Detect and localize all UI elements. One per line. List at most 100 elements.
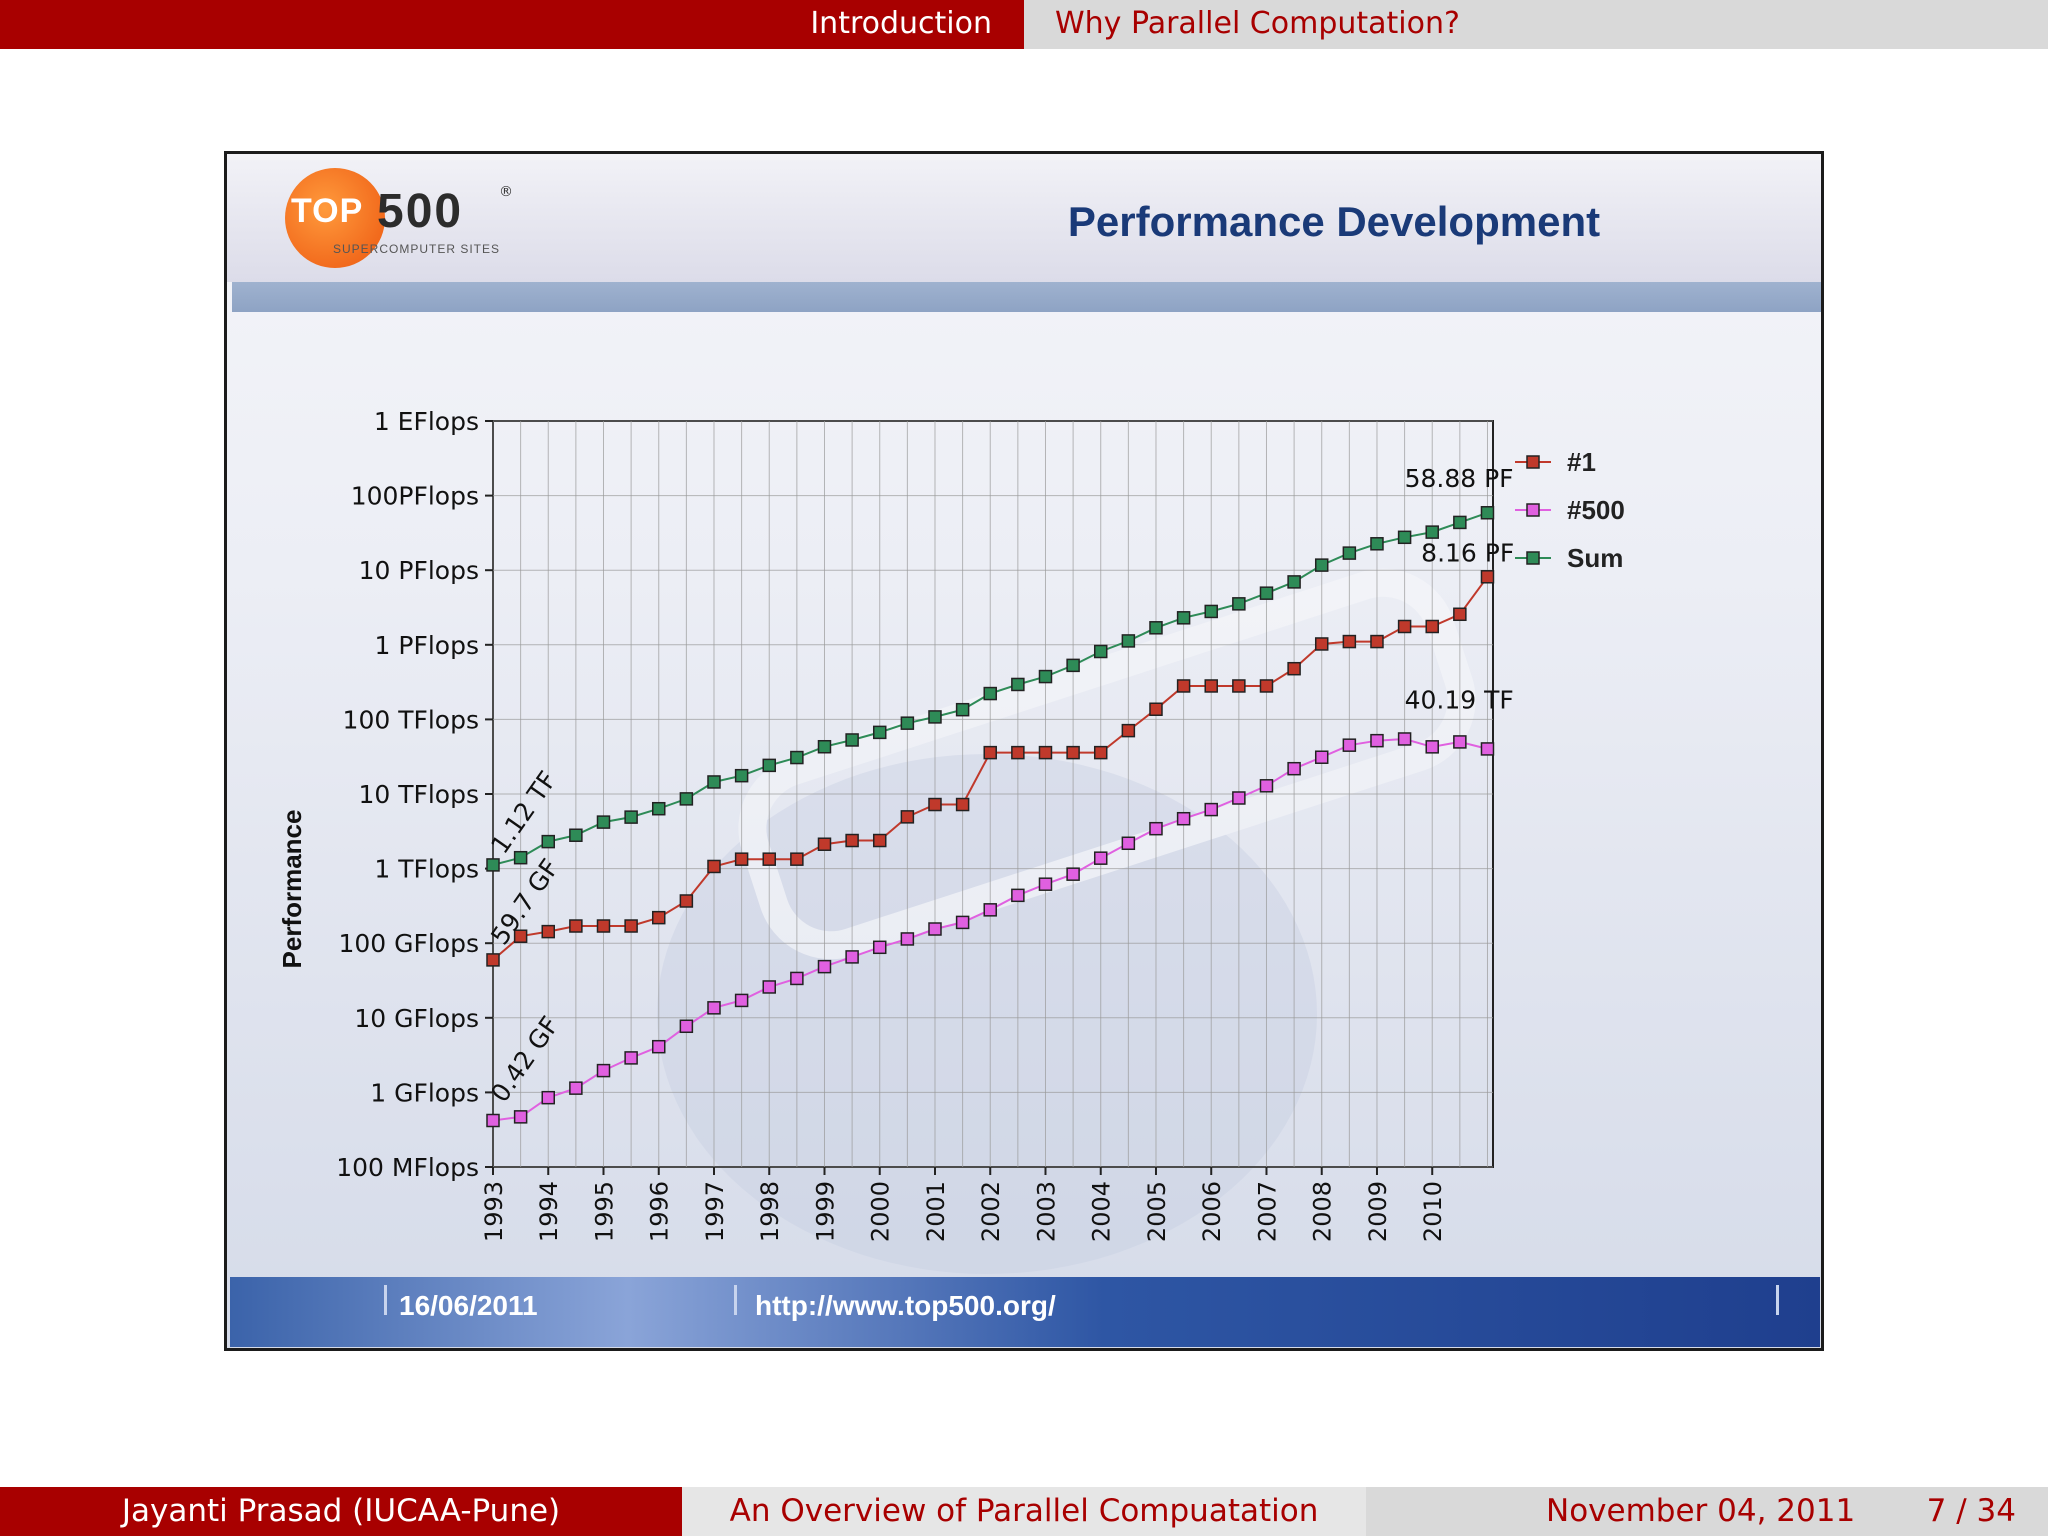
data-point-n500 xyxy=(486,1113,500,1128)
data-point-n500 xyxy=(1480,742,1495,756)
footer-author: Jayanti Prasad (IUCAA-Pune) xyxy=(0,1487,682,1536)
data-point-n500 xyxy=(569,1081,583,1095)
legend-label-sum: Sum xyxy=(1567,543,1623,573)
y-tick-label: 100 MFlops xyxy=(336,1153,479,1182)
data-point-n500 xyxy=(1149,821,1163,836)
header-subsection[interactable]: Why Parallel Computation? xyxy=(1055,6,1460,41)
y-tick-label: 100 TFlops xyxy=(343,705,479,734)
data-point-sum xyxy=(955,702,970,717)
data-point-sum xyxy=(679,792,694,806)
data-point-n500 xyxy=(1397,732,1412,746)
data-point-n1 xyxy=(1453,607,1467,622)
data-point-n500 xyxy=(1425,740,1439,754)
data-point-sum xyxy=(1314,558,1329,572)
footer-page-number: 7 / 34 xyxy=(1926,1493,2016,1529)
data-point-sum xyxy=(569,828,583,842)
x-tick-label: 2003 xyxy=(1032,1181,1060,1242)
data-point-sum xyxy=(1011,677,1025,692)
data-point-n1 xyxy=(1121,723,1136,738)
y-tick-label: 1 GFlops xyxy=(370,1078,479,1107)
data-point-n1 xyxy=(1204,679,1218,693)
data-point-n1 xyxy=(1038,745,1053,760)
data-point-sum xyxy=(1342,546,1357,560)
logo-500-text: 500 xyxy=(377,185,464,238)
data-point-n500 xyxy=(1093,851,1108,865)
chart-title: Performance Development xyxy=(1067,198,1601,245)
y-tick-label: 1 TFlops xyxy=(374,855,479,884)
data-point-n1 xyxy=(983,745,997,760)
y-tick-label: 1 PFlops xyxy=(375,631,479,660)
data-point-sum xyxy=(1038,669,1053,684)
y-tick-label: 10 GFlops xyxy=(354,1004,479,1033)
data-point-n1 xyxy=(872,833,887,848)
data-point-sum xyxy=(1176,611,1191,625)
data-point-n1 xyxy=(707,859,721,874)
data-point-n500 xyxy=(817,959,832,974)
banner-divider xyxy=(384,1285,387,1315)
data-point-sum xyxy=(486,858,500,872)
data-point-n1 xyxy=(1093,745,1108,760)
x-tick-label: 1997 xyxy=(701,1181,729,1242)
data-point-n1 xyxy=(1176,679,1191,693)
data-point-sum xyxy=(1397,530,1412,545)
data-point-sum xyxy=(1425,525,1439,539)
footer-banner xyxy=(230,1277,1820,1347)
banner-divider xyxy=(1776,1285,1779,1315)
x-tick-label: 2010 xyxy=(1419,1181,1447,1242)
data-point-n500 xyxy=(513,1110,528,1124)
top500-logo-icon xyxy=(285,168,385,268)
legend: #1 #500 Sum xyxy=(1515,447,1625,573)
y-tick-label: 10 TFlops xyxy=(358,780,479,809)
data-point-sum xyxy=(983,686,997,701)
data-point-sum xyxy=(1121,634,1136,648)
data-point-sum xyxy=(1287,575,1301,589)
x-axis: 1993 1994 1995 1996 1997 1998 1999 2000 2001 2002… xyxy=(480,1167,1447,1242)
data-point-n500 xyxy=(790,971,804,986)
data-point-n1 xyxy=(1397,619,1412,634)
x-tick-label: 1998 xyxy=(756,1181,784,1242)
data-point-n1 xyxy=(955,797,970,812)
data-point-sum xyxy=(762,758,776,773)
x-tick-label: 2000 xyxy=(867,1181,895,1242)
legend-label-n500: #500 xyxy=(1567,495,1625,525)
data-point-n1 xyxy=(734,852,749,866)
x-tick-label: 1994 xyxy=(535,1181,563,1242)
data-point-n500 xyxy=(1204,802,1218,817)
y-axis: 100 MFlops 1 GFlops 10 GFlops 100 GFlops 1 T… xyxy=(336,407,493,1182)
data-point-sum xyxy=(707,775,721,789)
data-point-n1 xyxy=(651,910,666,925)
data-point-n1 xyxy=(569,919,583,933)
data-point-n500 xyxy=(1011,888,1025,903)
slide-footer: Jayanti Prasad (IUCAA-Pune) An Overview … xyxy=(0,1487,2048,1536)
data-point-sum xyxy=(1232,597,1246,611)
data-point-sum xyxy=(1066,658,1080,673)
y-tick-label: 1 EFlops xyxy=(374,407,479,436)
data-point-n500 xyxy=(928,922,942,936)
data-point-n1 xyxy=(541,924,555,939)
logo-registered-mark: ® xyxy=(499,184,513,200)
data-point-sum xyxy=(817,739,832,754)
data-point-n500 xyxy=(734,993,749,1008)
y-tick-label: 100PFlops xyxy=(351,482,479,511)
data-point-n1 xyxy=(817,837,832,851)
x-tick-label: 1999 xyxy=(811,1181,839,1242)
data-point-n500 xyxy=(596,1063,611,1078)
footer-title: An Overview of Parallel Compuatation xyxy=(682,1487,1366,1536)
header-subsection-panel: Why Parallel Computation? xyxy=(1024,0,2048,49)
data-point-sum xyxy=(928,710,942,724)
chart-title-area xyxy=(227,154,1821,282)
data-point-sum xyxy=(651,801,666,816)
legend-marker-sum xyxy=(1526,551,1540,565)
data-point-sum xyxy=(900,716,915,730)
data-point-n500 xyxy=(1066,867,1080,881)
data-point-n1 xyxy=(1370,634,1384,649)
data-point-n1 xyxy=(762,852,776,866)
legend-label-n1: #1 xyxy=(1567,447,1596,477)
top500-url-link[interactable]: http://www.top500.org/ xyxy=(755,1290,1056,1321)
data-series xyxy=(486,506,1495,1128)
data-point-sum xyxy=(872,725,887,740)
data-point-n1 xyxy=(1232,679,1246,693)
header-section[interactable]: Introduction xyxy=(810,6,992,41)
data-point-n1 xyxy=(624,919,638,933)
data-point-n1 xyxy=(596,919,611,933)
